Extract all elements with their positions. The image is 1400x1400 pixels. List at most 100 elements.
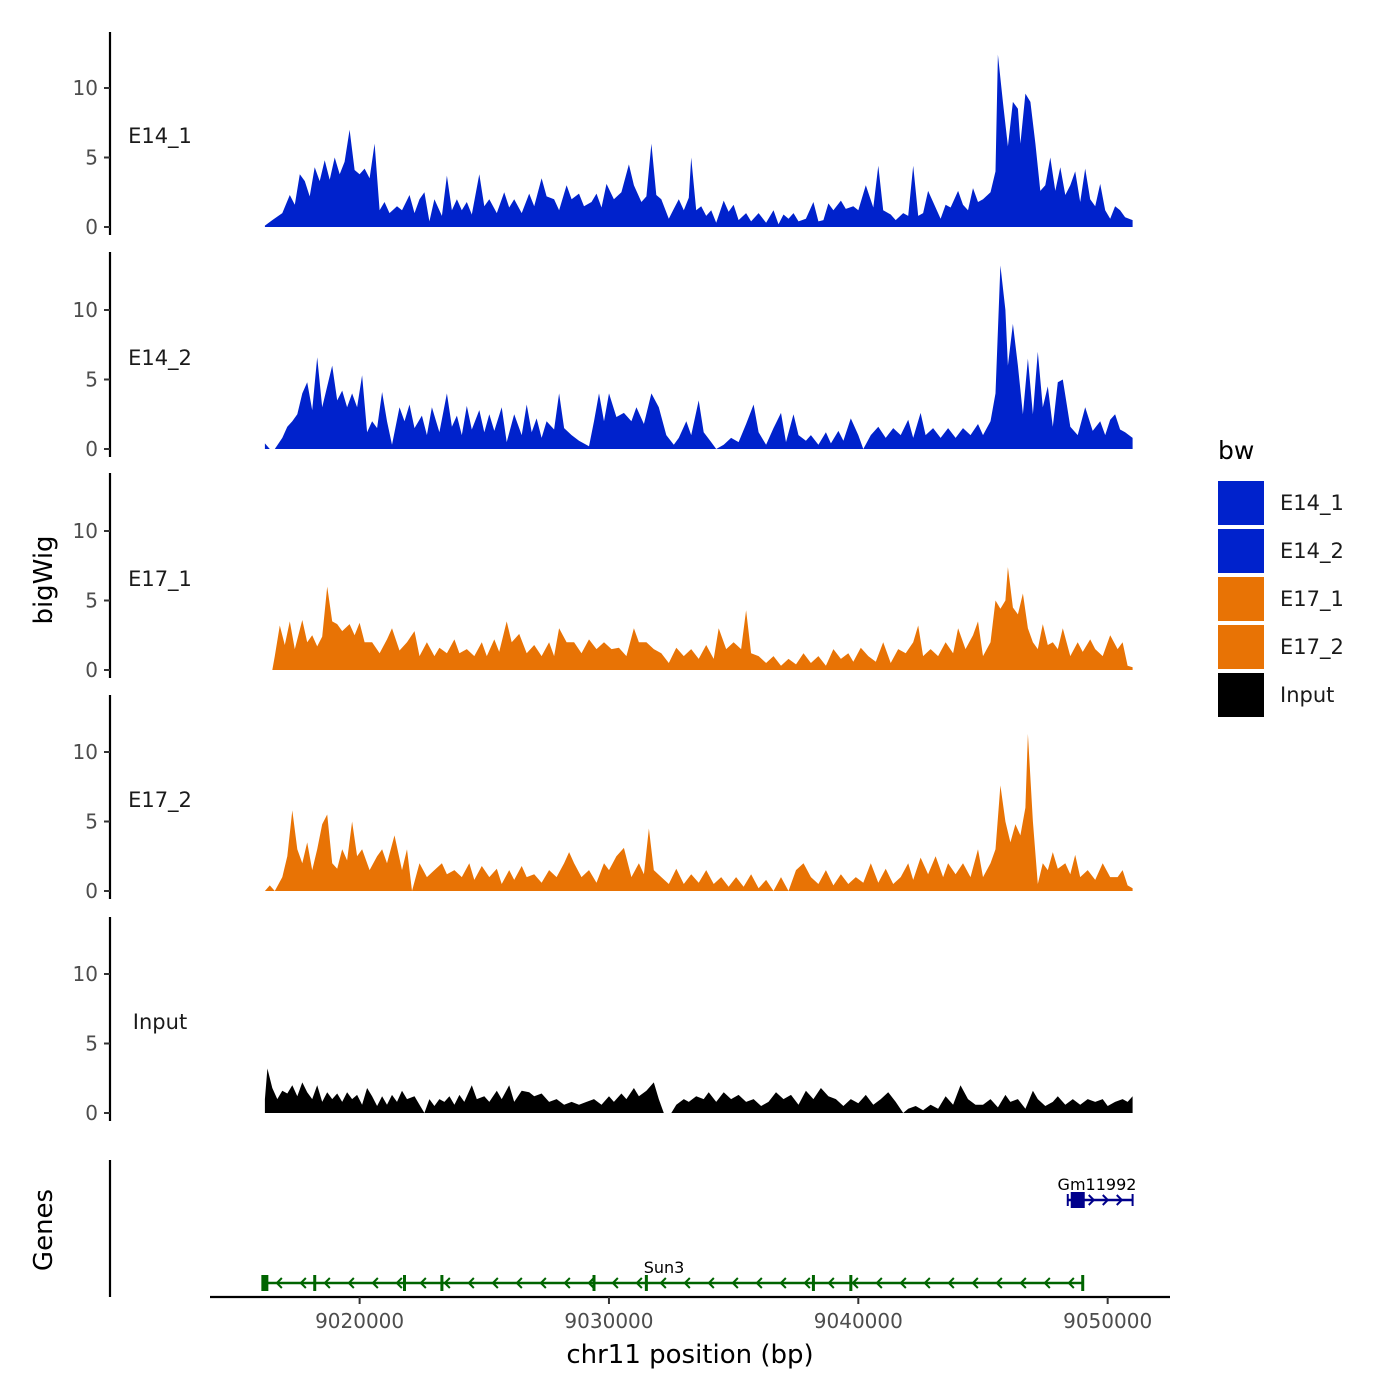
strand-arrow-Sun3 <box>299 1277 307 1289</box>
strand-arrow-Sun3 <box>827 1277 835 1289</box>
y-tick-label-E17_2-5: 5 <box>85 810 98 834</box>
y-tick-label-E14_1-5: 5 <box>85 146 98 170</box>
y-tick-label-Input-5: 5 <box>85 1032 98 1056</box>
y-tick-label-Input-10: 10 <box>73 962 98 986</box>
strand-arrow-Sun3 <box>947 1277 955 1289</box>
legend-key-E17_2 <box>1218 625 1264 669</box>
strand-arrow-Sun3 <box>515 1277 523 1289</box>
strand-arrow-Sun3 <box>995 1277 1003 1289</box>
exon-Sun3 <box>261 1275 269 1291</box>
legend-title: bw <box>1218 436 1254 465</box>
x-tick-label-9050000: 9050000 <box>1063 1309 1152 1333</box>
strand-arrow-Gm11992 <box>1088 1194 1096 1206</box>
track-Input: 0 5 10 Input <box>73 917 1133 1125</box>
exon-Sun3 <box>811 1275 815 1291</box>
strand-arrow-Sun3 <box>587 1277 595 1289</box>
y-tick-label-E17_1-10: 10 <box>73 519 98 543</box>
track-E17_1: 0 5 10 E17_1 <box>73 473 1133 682</box>
y-tick-label-E14_2-0: 0 <box>85 437 98 461</box>
exon-Sun3 <box>592 1275 596 1291</box>
y-tick-label-E14_1-0: 0 <box>85 215 98 239</box>
strand-arrow-Sun3 <box>539 1277 547 1289</box>
genes-axis-title: Genes <box>29 1189 59 1271</box>
strand-arrow-Sun3 <box>467 1277 475 1289</box>
strand-arrow-Sun3 <box>971 1277 979 1289</box>
strand-arrow-Sun3 <box>419 1277 427 1289</box>
legend-key-Input <box>1218 673 1264 717</box>
genes-panel: Sun3 Gm11992 <box>108 1160 1137 1297</box>
strand-arrow-Sun3 <box>563 1277 571 1289</box>
area-Input <box>264 1068 1133 1113</box>
strand-arrow-Sun3 <box>443 1277 451 1289</box>
gene-Sun3: Sun3 <box>261 1258 1085 1291</box>
x-axis: 9020000 9030000 9040000 9050000 <box>210 1295 1170 1333</box>
strand-arrow-Sun3 <box>683 1277 691 1289</box>
area-E14_2 <box>264 265 1133 449</box>
legend-label-E14_1: E14_1 <box>1280 491 1344 516</box>
legend-key-E17_1 <box>1218 577 1264 621</box>
strand-arrow-Sun3 <box>851 1277 859 1289</box>
strand-arrow-Sun3 <box>779 1277 787 1289</box>
y-tick-label-E17_1-5: 5 <box>85 589 98 613</box>
y-tick-label-E17_2-10: 10 <box>73 740 98 764</box>
gene-Gm11992: Gm11992 <box>1058 1175 1137 1208</box>
strand-arrow-Sun3 <box>755 1277 763 1289</box>
area-E14_1 <box>264 54 1133 227</box>
strand-arrow-Gm11992 <box>1102 1194 1110 1206</box>
x-tick-label-9040000: 9040000 <box>814 1309 903 1333</box>
panel-label-E14_2: E14_2 <box>128 346 192 371</box>
strand-arrow-Sun3 <box>635 1277 643 1289</box>
strand-arrow-Gm11992 <box>1116 1194 1124 1206</box>
gene-label-Sun3: Sun3 <box>644 1258 685 1277</box>
strand-arrow-Sun3 <box>347 1277 355 1289</box>
strand-arrow-Sun3 <box>923 1277 931 1289</box>
strand-arrow-Sun3 <box>491 1277 499 1289</box>
panel-label-E17_1: E17_1 <box>128 567 192 592</box>
x-tick-label-9020000: 9020000 <box>315 1309 404 1333</box>
x-axis-title: chr11 position (bp) <box>566 1340 813 1370</box>
y-tick-label-E14_2-10: 10 <box>73 298 98 322</box>
legend-label-Input: Input <box>1280 683 1334 707</box>
area-E17_1 <box>264 567 1133 670</box>
y-axis-title: bigWig <box>29 535 59 624</box>
y-tick-label-E14_1-10: 10 <box>73 76 98 100</box>
exon-Sun3 <box>1081 1275 1085 1291</box>
strand-arrow-Sun3 <box>1067 1277 1075 1289</box>
legend: bw E14_1 E14_2 E17_1 E17_2 Input <box>1218 436 1344 717</box>
panel-label-E14_1: E14_1 <box>128 124 192 149</box>
legend-key-E14_2 <box>1218 529 1264 573</box>
strand-arrow-Sun3 <box>899 1277 907 1289</box>
panel-label-Input: Input <box>133 1010 187 1034</box>
legend-label-E17_2: E17_2 <box>1280 635 1344 660</box>
strand-arrow-Sun3 <box>731 1277 739 1289</box>
strand-arrow-Sun3 <box>803 1277 811 1289</box>
strand-arrow-Sun3 <box>1043 1277 1051 1289</box>
strand-arrow-Sun3 <box>707 1277 715 1289</box>
strand-arrow-Sun3 <box>611 1277 619 1289</box>
track-E14_2: 0 5 10 E14_2 <box>73 252 1133 461</box>
y-tick-label-Input-0: 0 <box>85 1101 98 1125</box>
area-E17_2 <box>264 733 1133 891</box>
strand-arrow-Sun3 <box>659 1277 667 1289</box>
track-E14_1: 0 5 10 E14_1 <box>73 32 1133 239</box>
exon-Sun3 <box>849 1275 853 1291</box>
x-tick-label-9030000: 9030000 <box>564 1309 653 1333</box>
exon-Gm11992 <box>1070 1192 1085 1208</box>
y-tick-label-E17_2-0: 0 <box>85 879 98 903</box>
bigwig-tracks: 0 5 10 E14_1 0 5 10 E14_2 0 5 10 E17_1 0 5 10 E17_2 0 5 10… <box>73 32 1133 1125</box>
legend-label-E17_1: E17_1 <box>1280 587 1344 612</box>
y-tick-label-E17_1-0: 0 <box>85 658 98 682</box>
strand-arrow-Sun3 <box>1019 1277 1027 1289</box>
legend-key-E14_1 <box>1218 481 1264 525</box>
y-tick-label-E14_2-5: 5 <box>85 368 98 392</box>
exon-Sun3 <box>440 1275 444 1291</box>
gene-label-Gm11992: Gm11992 <box>1058 1175 1137 1194</box>
strand-arrow-Sun3 <box>323 1277 331 1289</box>
legend-label-E14_2: E14_2 <box>1280 539 1344 564</box>
exon-Sun3 <box>644 1275 648 1291</box>
exon-Sun3 <box>402 1275 406 1291</box>
strand-arrow-Sun3 <box>275 1277 283 1289</box>
strand-arrow-Sun3 <box>875 1277 883 1289</box>
panel-label-E17_2: E17_2 <box>128 788 192 813</box>
